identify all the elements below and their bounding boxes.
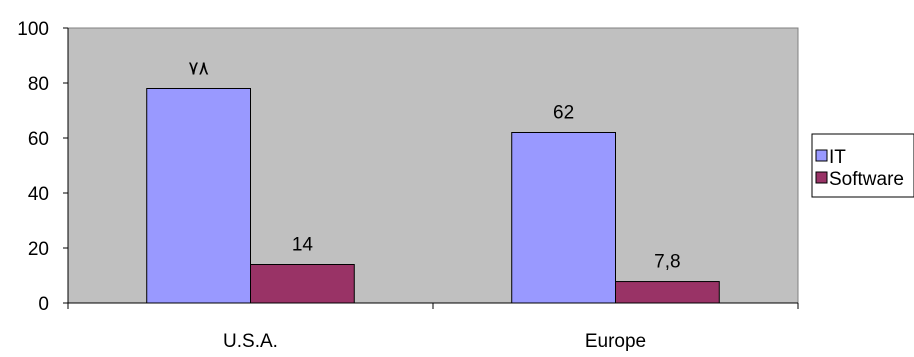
- y-tick-label: 20: [28, 239, 49, 260]
- data-label: ٧٨: [188, 59, 208, 80]
- y-tick-label: 80: [28, 74, 49, 95]
- data-labels-layer: ٧٨ 14 62 7,8: [188, 59, 680, 273]
- y-tick-label: 100: [17, 19, 49, 40]
- x-category-label: Europe: [585, 331, 646, 352]
- bar-software-1: [615, 281, 720, 304]
- legend-label: IT: [829, 147, 846, 168]
- y-tick-label: 40: [28, 184, 49, 205]
- data-label: 7,8: [654, 252, 680, 273]
- legend-swatch-software: [815, 171, 828, 184]
- x-axis: U.S.A. Europe: [67, 303, 799, 352]
- bar-software-0: [250, 264, 355, 304]
- y-axis: 0 20 40 60 80 100: [17, 19, 68, 315]
- data-label: 14: [292, 235, 314, 256]
- x-category-label: U.S.A.: [223, 331, 278, 352]
- bar-it-1: [511, 132, 616, 304]
- legend-swatch-it: [815, 149, 828, 162]
- legend-box: [811, 133, 914, 198]
- bars-layer: [146, 88, 720, 304]
- y-tick-label: 60: [28, 129, 49, 150]
- bar-it-0: [146, 88, 251, 304]
- y-tick-label: 0: [38, 294, 49, 315]
- data-label: 62: [553, 103, 574, 124]
- legend-label: Software: [829, 169, 904, 190]
